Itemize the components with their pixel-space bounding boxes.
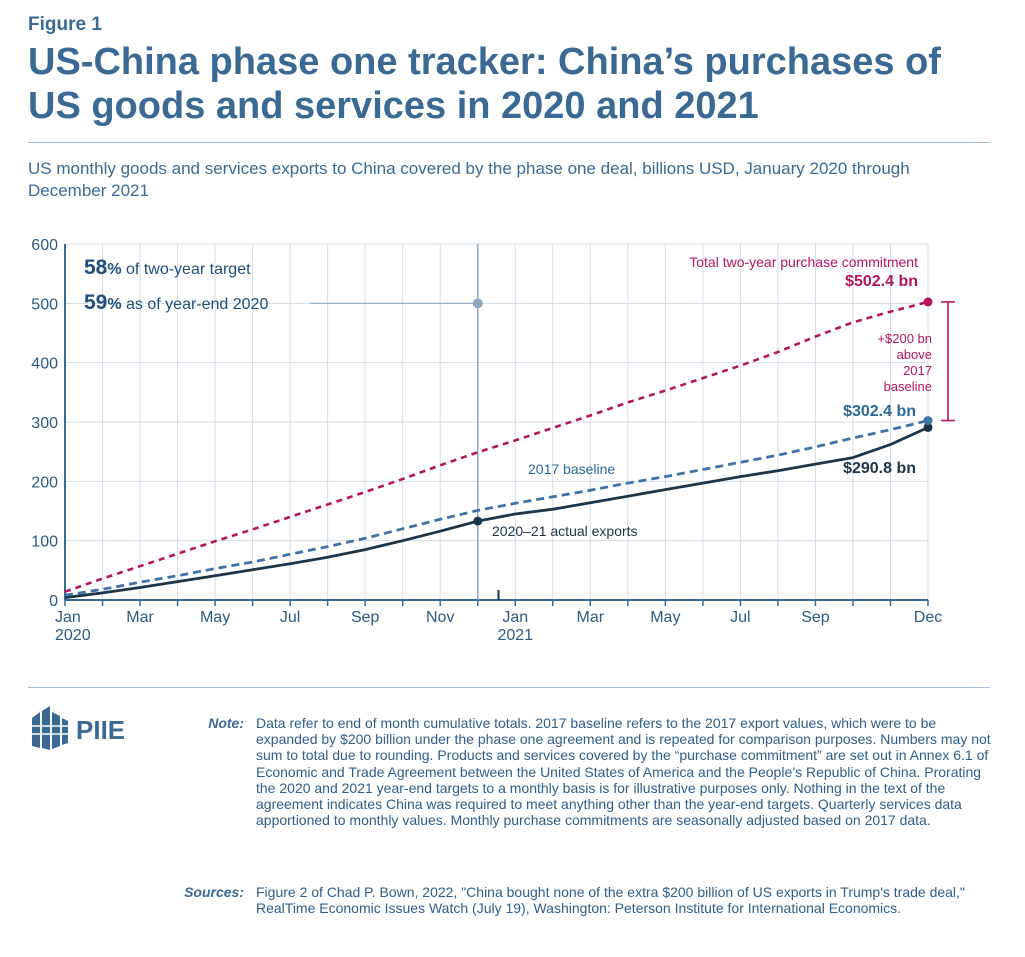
y-tick-label: 600 (31, 237, 58, 254)
x-tick-label: May (650, 609, 680, 626)
x-tick-label: Nov (426, 609, 454, 626)
x-tick-label: May (200, 609, 230, 626)
sources-text: Figure 2 of Chad P. Bown, 2022, "China b… (256, 884, 965, 917)
note-text: Data refer to end of month cumulative to… (256, 715, 991, 829)
target-percent-annotation: 58% of two-year target (84, 256, 251, 279)
gap-annotation-line: baseline (884, 379, 932, 394)
logo-text: PIIE (76, 715, 125, 745)
actual-series-label: 2020–21 actual exports (492, 523, 638, 539)
baseline-end-value-label: $302.4 bn (843, 403, 916, 420)
commitment-title-label: Total two-year purchase commitment (689, 254, 918, 270)
series-line-1 (64, 426, 929, 599)
piie-logo-icon: PIIE (30, 706, 125, 750)
x-tick-label: Jul (730, 609, 750, 626)
y-tick-label: 500 (31, 296, 58, 313)
series-line-2 (64, 419, 929, 597)
series-line-3 (64, 300, 929, 593)
series-end-point-1 (923, 422, 933, 432)
series-end-point-2 (923, 416, 933, 426)
year-end-percent-annotation: 59% as of year-end 2020 (84, 291, 268, 314)
x-year-label: 2020 (55, 627, 91, 644)
baseline-series-label: 2017 baseline (528, 461, 615, 477)
y-tick-label: 400 (31, 356, 58, 373)
x-tick-label: Mar (126, 609, 154, 626)
note-label: Note: (208, 715, 244, 731)
commitment-value-label: $502.4 bn (845, 273, 918, 290)
x-tick-label: Jul (280, 609, 300, 626)
y-tick-label: 100 (31, 534, 58, 551)
x-tick-label: Mar (577, 609, 605, 626)
chart-subtitle: US monthly goods and services exports to… (28, 159, 910, 200)
figure-label: Figure 1 (28, 14, 102, 35)
x-tick-label: Jan (55, 609, 81, 626)
x-tick-label: Sep (351, 609, 380, 626)
y-tick-label: 200 (31, 474, 58, 491)
x-tick-label: Jan (502, 609, 528, 626)
gap-annotation-line: +$200 bn (877, 331, 932, 346)
year-end-marker-dot (472, 298, 483, 309)
x-tick-label: Dec (914, 609, 942, 626)
sources-label: Sources: (184, 884, 244, 900)
y-tick-label: 300 (31, 415, 58, 432)
actual-end-value-label: $290.8 bn (843, 460, 916, 477)
series-end-point-3 (923, 297, 933, 307)
y-tick-label: 0 (49, 593, 58, 610)
title-divider (28, 142, 990, 143)
chart-title: US-China phase one tracker: China’s purc… (28, 41, 941, 127)
gap-annotation-line: above (897, 347, 932, 362)
year-end-actual-point (473, 516, 483, 526)
x-tick-label: Sep (801, 609, 830, 626)
piie-logo: PIIE (30, 706, 150, 757)
gap-annotation-line: 2017 (903, 363, 932, 378)
x-year-label: 2021 (497, 627, 533, 644)
footer-divider (28, 687, 990, 688)
